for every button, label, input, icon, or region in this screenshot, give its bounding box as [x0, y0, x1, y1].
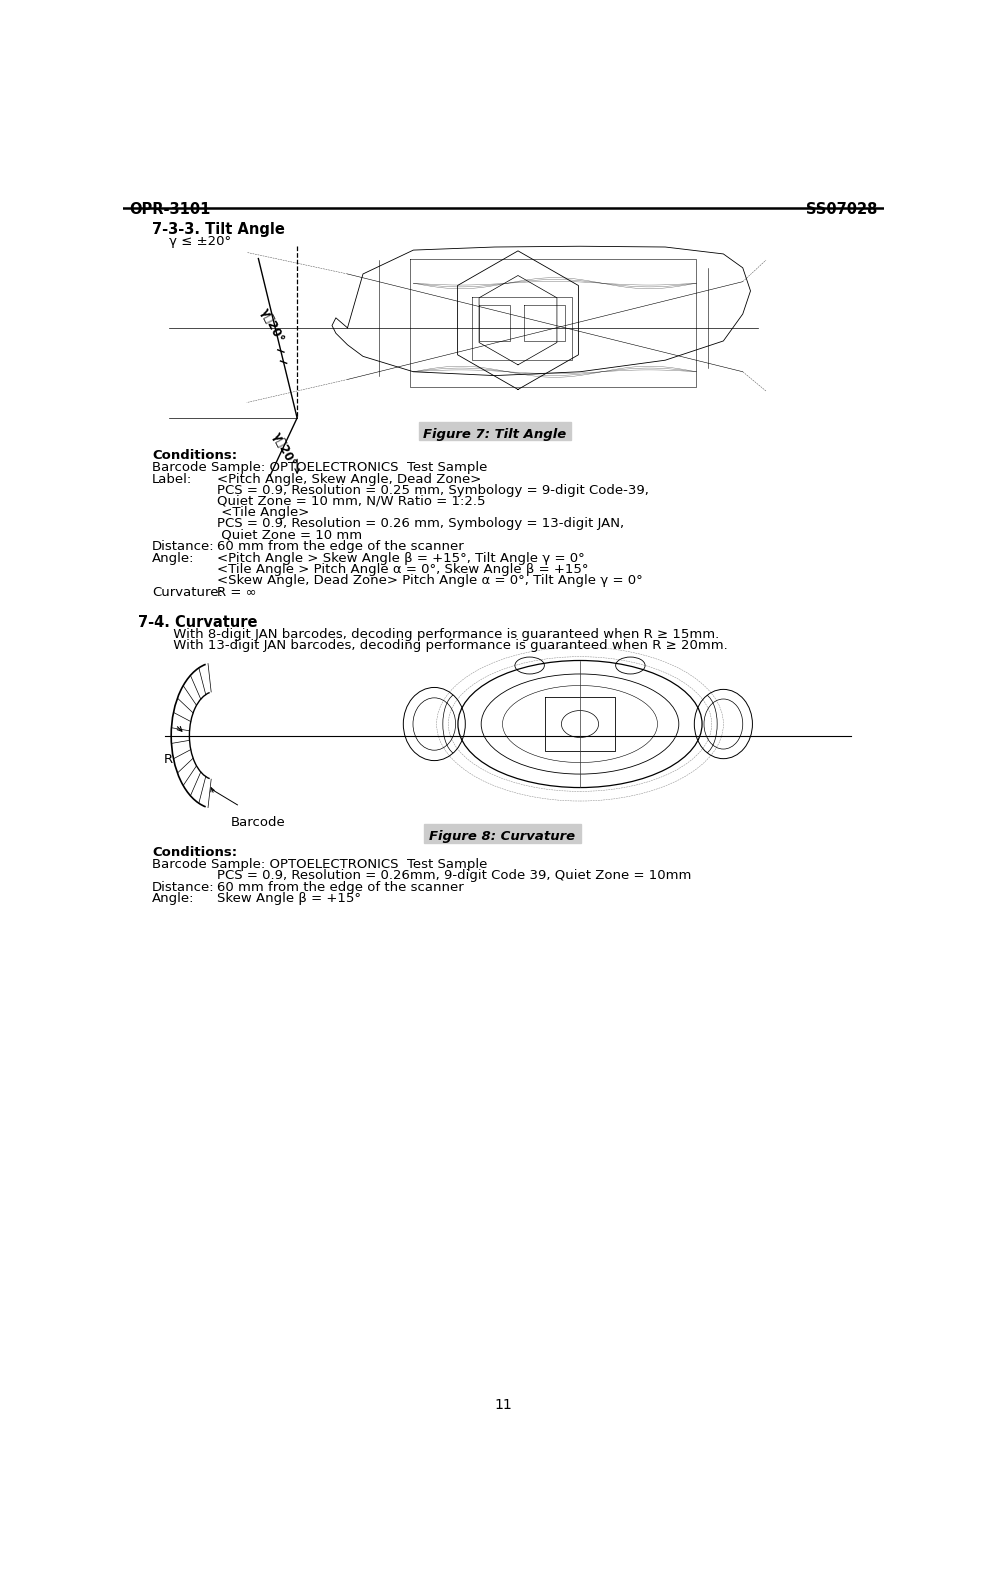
Text: Quiet Zone = 10 mm: Quiet Zone = 10 mm	[217, 528, 362, 542]
Text: Barcode Sample: OPTOELECTRONICS  Test Sample: Barcode Sample: OPTOELECTRONICS Test Sam…	[152, 857, 488, 871]
Text: Angle:: Angle:	[152, 552, 194, 564]
Text: γ＝20°: γ＝20°	[270, 431, 299, 469]
Text: Figure 8: Curvature: Figure 8: Curvature	[429, 830, 575, 843]
Text: Quiet Zone = 10 mm, N/W Ratio = 1:2.5: Quiet Zone = 10 mm, N/W Ratio = 1:2.5	[217, 494, 486, 507]
FancyBboxPatch shape	[418, 421, 572, 440]
Text: Skew Angle β = +15°: Skew Angle β = +15°	[217, 892, 361, 905]
Text: With 8-digit JAN barcodes, decoding performance is guaranteed when R ≥ 15mm.: With 8-digit JAN barcodes, decoding perf…	[152, 628, 720, 641]
Text: γ ≤ ±20°: γ ≤ ±20°	[169, 235, 232, 248]
Text: PCS = 0.9, Resolution = 0.25 mm, Symbology = 9-digit Code-39,: PCS = 0.9, Resolution = 0.25 mm, Symbolo…	[217, 483, 649, 496]
Text: <Tile Angle>: <Tile Angle>	[217, 506, 309, 518]
Text: Conditions:: Conditions:	[152, 846, 238, 859]
Text: With 13-digit JAN barcodes, decoding performance is guaranteed when R ≥ 20mm.: With 13-digit JAN barcodes, decoding per…	[152, 639, 728, 652]
Text: R: R	[164, 752, 173, 765]
Text: <Pitch Angle > Skew Angle β = +15°, Tilt Angle γ = 0°: <Pitch Angle > Skew Angle β = +15°, Tilt…	[217, 552, 585, 564]
Text: <Pitch Angle, Skew Angle, Dead Zone>: <Pitch Angle, Skew Angle, Dead Zone>	[217, 472, 482, 485]
Text: Figure 7: Tilt Angle: Figure 7: Tilt Angle	[423, 428, 567, 440]
Text: 11: 11	[494, 1398, 513, 1412]
Text: PCS = 0.9, Resolution = 0.26mm, 9-digit Code 39, Quiet Zone = 10mm: PCS = 0.9, Resolution = 0.26mm, 9-digit …	[217, 868, 691, 882]
Text: 60 mm from the edge of the scanner: 60 mm from the edge of the scanner	[217, 541, 464, 553]
Text: PCS = 0.9, Resolution = 0.26 mm, Symbology = 13-digit JAN,: PCS = 0.9, Resolution = 0.26 mm, Symbolo…	[217, 517, 625, 531]
Text: <Tile Angle > Pitch Angle α = 0°, Skew Angle β = +15°: <Tile Angle > Pitch Angle α = 0°, Skew A…	[217, 563, 589, 576]
Text: 7-4. Curvature: 7-4. Curvature	[138, 615, 257, 630]
Text: Distance:: Distance:	[152, 541, 215, 553]
Text: <Skew Angle, Dead Zone> Pitch Angle α = 0°, Tilt Angle γ = 0°: <Skew Angle, Dead Zone> Pitch Angle α = …	[217, 574, 643, 587]
Text: Curvature:: Curvature:	[152, 585, 223, 599]
Text: 7-3-3. Tilt Angle: 7-3-3. Tilt Angle	[152, 221, 285, 237]
Text: SS07028: SS07028	[806, 202, 878, 216]
Text: Conditions:: Conditions:	[152, 448, 238, 461]
Text: Angle:: Angle:	[152, 892, 194, 905]
Text: OPR-3101: OPR-3101	[129, 202, 210, 216]
Text: Barcode Sample: OPTOELECTRONICS  Test Sample: Barcode Sample: OPTOELECTRONICS Test Sam…	[152, 461, 488, 474]
Text: R = ∞: R = ∞	[217, 585, 257, 599]
FancyBboxPatch shape	[424, 824, 580, 843]
Text: 60 mm from the edge of the scanner: 60 mm from the edge of the scanner	[217, 881, 464, 894]
Text: Label:: Label:	[152, 472, 192, 485]
Text: γ＝20°: γ＝20°	[258, 307, 287, 345]
Text: Barcode: Barcode	[231, 816, 286, 830]
Text: Distance:: Distance:	[152, 881, 215, 894]
